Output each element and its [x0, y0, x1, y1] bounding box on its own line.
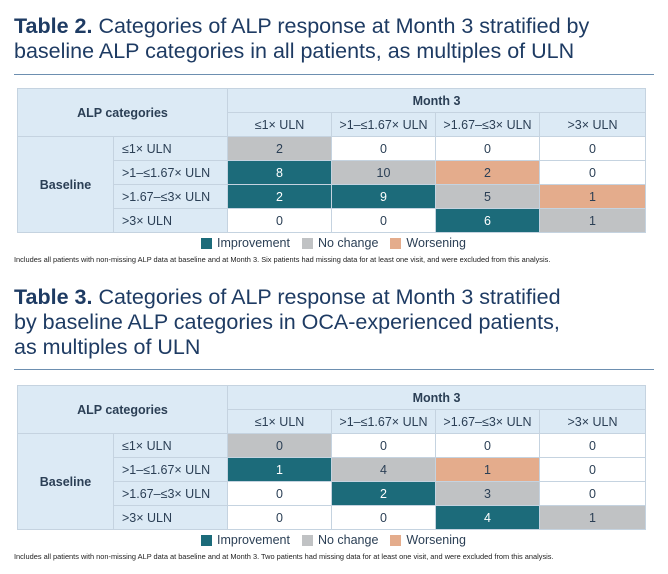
table2-cell: 0 [435, 136, 540, 161]
table3-legend: Improvement No change Worsening [201, 533, 478, 547]
table3-row-label: >1.67–≤3× ULN [113, 481, 228, 506]
table3-row-label: ≤1× ULN [113, 433, 228, 458]
table2-title-text: Categories of ALP response at Month 3 st… [14, 14, 590, 63]
legend-improvement: Improvement [201, 236, 290, 250]
table3-cell: 0 [227, 481, 332, 506]
table2-cell: 0 [538, 136, 647, 161]
table3-cell: 1 [538, 505, 647, 530]
table-row: Baseline ≤1× ULN 0 0 0 0 [17, 433, 647, 530]
table2-month-label: Month 3 [226, 88, 647, 113]
table3-cell: 0 [538, 481, 647, 506]
table2-cell: 2 [227, 184, 332, 209]
table3-title-line2: by baseline ALP categories in OCA-experi… [14, 310, 560, 334]
table3-cell: 2 [331, 481, 436, 506]
table2-cell: 0 [331, 208, 436, 233]
table2-title: Table 2. Categories of ALP response at M… [14, 14, 654, 64]
table-row: >3× ULN 0 0 6 1 [18, 208, 647, 233]
table2-cell: 6 [435, 208, 540, 233]
worsening-swatch [390, 237, 402, 249]
table2-row-label: >1–≤1.67× ULN [113, 160, 228, 185]
table3-cell: 0 [227, 505, 332, 530]
table-row: >1–≤1.67× ULN 8 10 2 0 [18, 160, 647, 185]
legend-no-change-label: No change [317, 533, 379, 547]
legend-improvement: Improvement [201, 533, 290, 547]
table3-cell: 0 [331, 505, 436, 530]
table3-col-header: >1.67–≤3× ULN [435, 409, 540, 434]
table2-cell: 1 [538, 184, 647, 209]
legend-worsening-label: Worsening [406, 533, 466, 547]
table2-cell: 10 [331, 160, 436, 185]
table-row: >3× ULN 0 0 4 1 [18, 505, 647, 530]
table2-row-label: >3× ULN [113, 208, 228, 233]
table3-baseline-label: Baseline [17, 433, 114, 530]
table2-cell: 2 [435, 160, 540, 185]
legend-improvement-label: Improvement [217, 533, 290, 547]
table3-cell: 0 [331, 433, 436, 458]
table3-cell: 3 [435, 481, 540, 506]
table2-title-rule [14, 74, 654, 75]
table3-title-number: Table 3. [14, 285, 93, 309]
table-row: >1.67–≤3× ULN 0 2 3 0 [18, 481, 647, 506]
table2-col-header: >1–≤1.67× ULN [331, 112, 436, 137]
table3-grid: ALP categories Month 3 ≤1× ULN >1–≤1.67×… [17, 385, 647, 530]
table2-row-label: >1.67–≤3× ULN [113, 184, 228, 209]
table-row: Baseline ≤1× ULN 2 0 0 0 [17, 136, 647, 233]
table2-cell: 2 [227, 136, 332, 161]
improvement-swatch [201, 237, 212, 249]
legend-no-change: No change [301, 236, 379, 250]
table2-row-label: ≤1× ULN [113, 136, 228, 161]
table2-col-header: >3× ULN [538, 112, 647, 137]
table3-title: Table 3. Categories of ALP response at M… [14, 285, 654, 360]
no-change-swatch [301, 534, 313, 546]
legend-no-change-label: No change [317, 236, 379, 250]
legend-worsening-label: Worsening [406, 236, 466, 250]
table3-col-header: >1–≤1.67× ULN [331, 409, 436, 434]
table3-corner-label: ALP categories [17, 385, 228, 434]
table2-corner-label: ALP categories [17, 88, 228, 137]
table3-cell: 0 [227, 433, 332, 458]
table2-cell: 9 [331, 184, 436, 209]
table3-title-line3: as multiples of ULN [14, 335, 201, 359]
table3-cell: 4 [435, 505, 540, 530]
table2-baseline-label: Baseline [17, 136, 114, 233]
table3-col-header: ≤1× ULN [227, 409, 332, 434]
table3-col-header: >3× ULN [538, 409, 647, 434]
table2-title-number: Table 2. [14, 14, 93, 38]
table3-cell: 4 [331, 457, 436, 482]
legend-no-change: No change [301, 533, 379, 547]
table2-cell: 8 [227, 160, 332, 185]
table2-cell: 0 [538, 160, 647, 185]
no-change-swatch [301, 237, 313, 249]
table3-month-label: Month 3 [226, 385, 647, 410]
table3-cell: 1 [435, 457, 540, 482]
table2-footnote: Includes all patients with non-missing A… [14, 255, 551, 264]
worsening-swatch [390, 534, 402, 546]
improvement-swatch [201, 534, 212, 546]
table2-cell: 0 [227, 208, 332, 233]
legend-worsening: Worsening [390, 236, 466, 250]
table3-title-line1: Categories of ALP response at Month 3 st… [92, 285, 561, 309]
legend-improvement-label: Improvement [217, 236, 290, 250]
table3-row-label: >1–≤1.67× ULN [113, 457, 228, 482]
table2-cell: 1 [538, 208, 647, 233]
table2-col-header: ≤1× ULN [227, 112, 332, 137]
table3-footnote: Includes all patients with non-missing A… [14, 552, 554, 561]
table3-cell: 0 [538, 457, 647, 482]
table2-col-header: >1.67–≤3× ULN [435, 112, 540, 137]
table2-cell: 5 [435, 184, 540, 209]
legend-worsening: Worsening [390, 533, 466, 547]
table3-row-label: >3× ULN [113, 505, 228, 530]
table3-cell: 1 [227, 457, 332, 482]
table3-title-rule [14, 369, 654, 370]
table2-cell: 0 [331, 136, 436, 161]
table2-grid: ALP categories Month 3 ≤1× ULN >1–≤1.67×… [17, 88, 647, 233]
table3-cell: 0 [435, 433, 540, 458]
table3-cell: 0 [538, 433, 647, 458]
table2-legend: Improvement No change Worsening [201, 236, 478, 250]
